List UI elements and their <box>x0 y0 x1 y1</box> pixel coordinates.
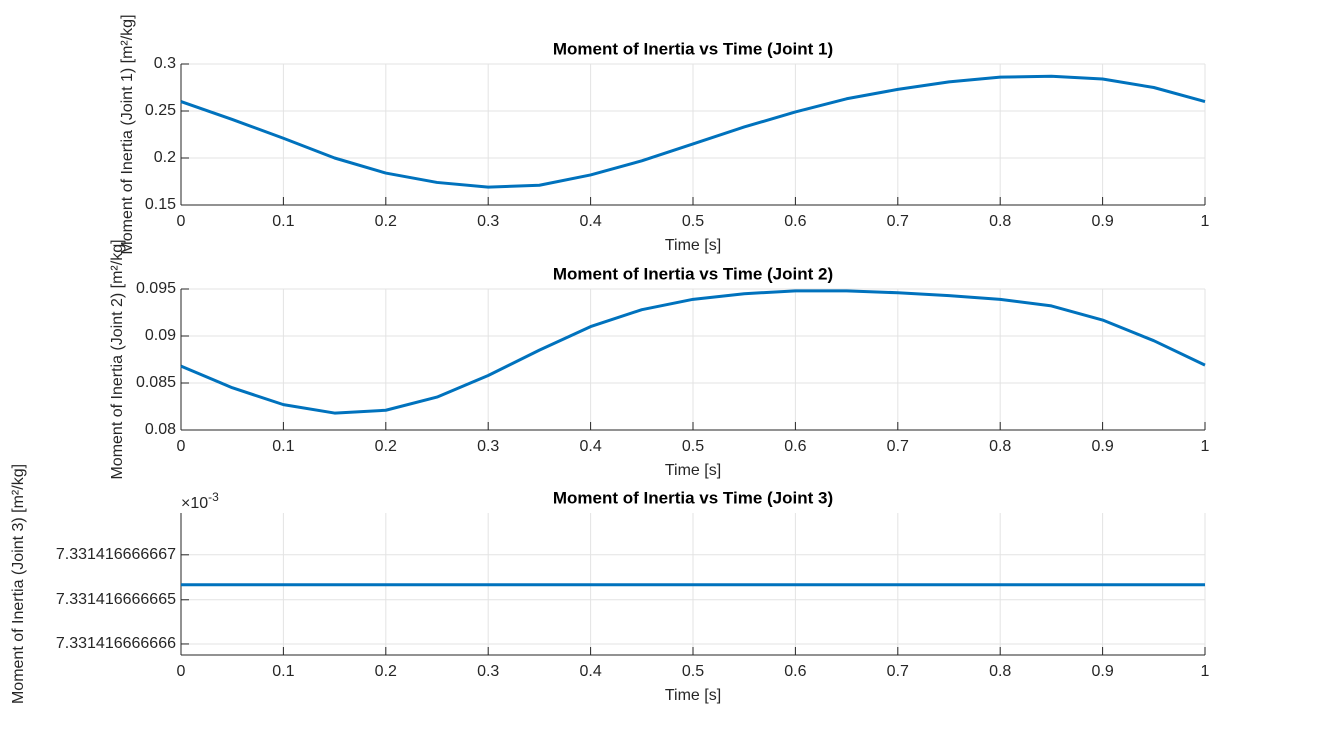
x-axis-label: Time [s] <box>665 687 721 704</box>
x-tick-label: 0.4 <box>579 438 601 455</box>
y-axis-label: Moment of Inertia (Joint 1) [m²/kg] <box>119 14 136 254</box>
y-axis-label: Moment of Inertia (Joint 3) [m²/kg] <box>10 464 27 704</box>
x-tick-label: 0.2 <box>375 663 397 680</box>
x-tick-label: 0.5 <box>682 663 704 680</box>
x-tick-label: 0.9 <box>1091 213 1113 230</box>
y-tick-label: 7.331416666667 <box>56 546 176 563</box>
y-tick-label: 0.09 <box>145 327 176 344</box>
x-tick-label: 0.4 <box>579 213 601 230</box>
x-tick-label: 0.7 <box>887 213 909 230</box>
y-axis-label: Moment of Inertia (Joint 2) [m²/kg] <box>109 239 126 479</box>
chart-title: Moment of Inertia vs Time (Joint 2) <box>553 264 833 283</box>
x-tick-label: 0.1 <box>272 213 294 230</box>
x-tick-label: 0 <box>177 663 186 680</box>
multiplier-base: ×10 <box>181 495 208 512</box>
x-tick-label: 0.9 <box>1091 663 1113 680</box>
y-tick-label: 0.15 <box>145 196 176 213</box>
multiplier-exponent: -3 <box>208 490 219 504</box>
x-tick-label: 0.6 <box>784 438 806 455</box>
x-axis-label: Time [s] <box>665 237 721 254</box>
y-tick-label: 0.25 <box>145 102 176 119</box>
x-tick-label: 0.8 <box>989 663 1011 680</box>
x-tick-label: 1 <box>1201 663 1210 680</box>
x-tick-label: 0 <box>177 438 186 455</box>
x-tick-label: 0.6 <box>784 663 806 680</box>
y-tick-label: 0.2 <box>154 149 176 166</box>
x-tick-label: 1 <box>1201 438 1210 455</box>
chart-title: Moment of Inertia vs Time (Joint 3) <box>553 488 833 507</box>
x-tick-label: 0.2 <box>375 213 397 230</box>
x-tick-label: 0.3 <box>477 663 499 680</box>
y-tick-label: 0.3 <box>154 55 176 72</box>
x-tick-label: 0.3 <box>477 213 499 230</box>
x-tick-label: 0.4 <box>579 663 601 680</box>
x-tick-label: 0.1 <box>272 663 294 680</box>
y-tick-label: 0.08 <box>145 421 176 438</box>
y-tick-label: 7.331416666665 <box>56 591 176 608</box>
x-tick-label: 0.1 <box>272 438 294 455</box>
x-tick-label: 0.5 <box>682 438 704 455</box>
x-axis-label: Time [s] <box>665 462 721 479</box>
x-tick-label: 0.6 <box>784 213 806 230</box>
data-line <box>180 289 1206 415</box>
y-tick-label: 7.331416666666 <box>56 635 176 652</box>
x-tick-label: 0.7 <box>887 663 909 680</box>
chart-title: Moment of Inertia vs Time (Joint 1) <box>553 39 833 58</box>
y-tick-label: 0.085 <box>136 374 176 391</box>
x-tick-label: 0.8 <box>989 213 1011 230</box>
data-line <box>180 74 1206 189</box>
x-tick-label: 1 <box>1201 213 1210 230</box>
x-tick-label: 0.5 <box>682 213 704 230</box>
x-tick-label: 0.9 <box>1091 438 1113 455</box>
y-multiplier: ×10-3 <box>181 490 219 512</box>
x-tick-label: 0.7 <box>887 438 909 455</box>
x-tick-label: 0.8 <box>989 438 1011 455</box>
x-tick-label: 0.3 <box>477 438 499 455</box>
y-tick-label: 0.095 <box>136 280 176 297</box>
x-tick-label: 0.2 <box>375 438 397 455</box>
x-tick-label: 0 <box>177 213 186 230</box>
